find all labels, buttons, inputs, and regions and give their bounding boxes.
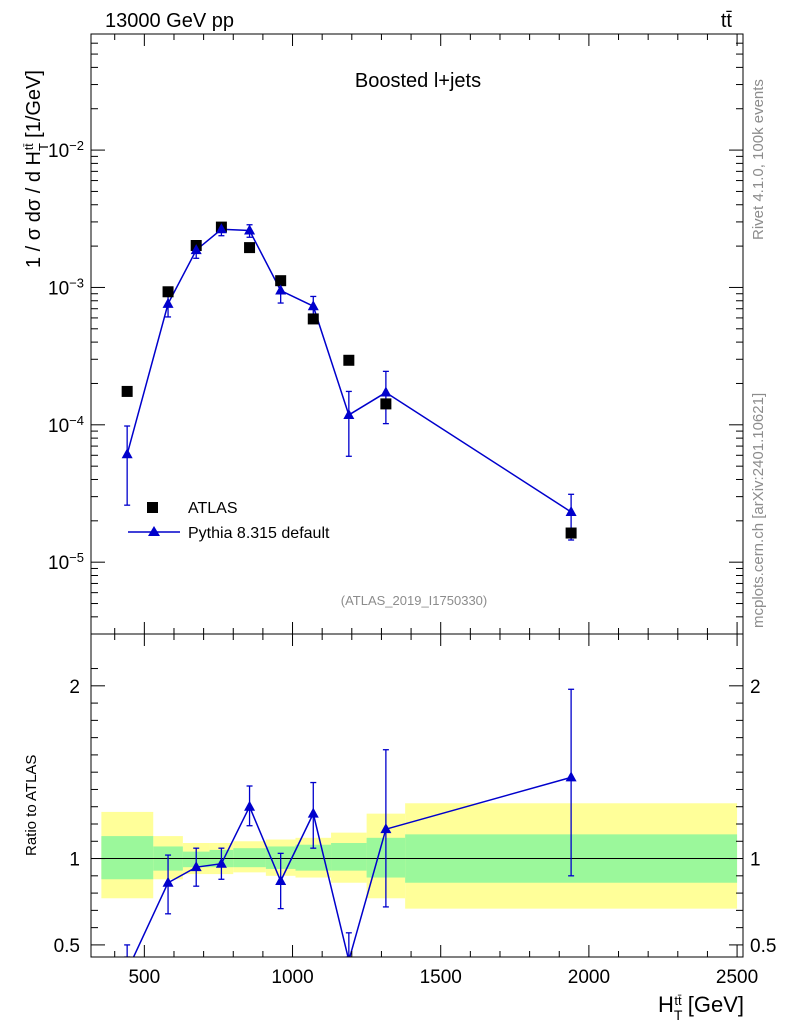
- pythia-point: [190, 244, 202, 255]
- ratio-pythia-line: [132, 776, 572, 957]
- pythia-point: [343, 408, 355, 419]
- axes: 500 1000 1500 2000 2500 10−2 10−3 10−4 10−5 0.5 0.…: [48, 33, 776, 988]
- header-process: tt̄: [721, 10, 733, 32]
- analysis-label: (ATLAS_2019_I1750330): [341, 593, 487, 608]
- x-tick-label: 1000: [271, 967, 313, 988]
- ratio-tick-label-right: 1: [750, 850, 761, 871]
- x-tick-label: 500: [128, 967, 160, 988]
- chart-title: Boosted l+jets: [355, 70, 481, 92]
- atlas-point: [162, 286, 174, 298]
- legend-atlas-marker: [147, 502, 158, 513]
- pythia-point: [162, 297, 174, 308]
- ratio-tick-label-left: 1: [69, 850, 80, 871]
- ratio-band-inner: [331, 843, 367, 871]
- x-axis-label: HTtt̄ [GeV]: [658, 992, 744, 1023]
- atlas-point: [121, 385, 133, 397]
- legend-pythia-label: Pythia 8.315 default: [188, 525, 330, 542]
- ratio-pythia-point: [215, 857, 227, 868]
- header-energy: 13000 GeV pp: [105, 10, 234, 32]
- pythia-point: [215, 223, 227, 234]
- main-y-axis-label: 1 / σ dσ / d HTtt̄ [1/GeV]: [22, 70, 51, 268]
- main-frame: [90, 33, 744, 635]
- legend-atlas-label: ATLAS: [188, 500, 238, 517]
- rivet-label: Rivet 4.1.0, 100k events: [750, 79, 767, 240]
- ratio-tick-label-right: 0.5: [750, 936, 776, 957]
- legend-pythia-marker: [148, 526, 160, 536]
- ratio-band-inner: [233, 848, 266, 868]
- ratio-pythia-point: [162, 876, 174, 887]
- atlas-point: [307, 313, 319, 325]
- y-tick-label: 10−4: [48, 412, 84, 437]
- ratio-band-inner: [295, 844, 332, 871]
- ratio-band-inner: [101, 836, 154, 880]
- ratio-pythia-point: [565, 771, 577, 782]
- atlas-point: [275, 275, 287, 287]
- atlas-point: [343, 354, 355, 366]
- pythia-line: [126, 228, 572, 513]
- atlas-point: [380, 398, 392, 410]
- ratio-pythia-point: [190, 861, 202, 872]
- pythia-point: [244, 224, 256, 235]
- ratio-pythia-point: [307, 807, 319, 818]
- y-tick-label: 10−5: [48, 550, 84, 575]
- atlas-point: [244, 242, 256, 254]
- atlas-point: [565, 527, 577, 539]
- y-tick-label: 10−2: [48, 138, 84, 163]
- ratio-panel: [91, 688, 743, 957]
- legend: ATLAS Pythia 8.315 default: [128, 500, 330, 542]
- ratio-y-axis-label: Ratio to ATLAS: [23, 755, 40, 856]
- x-tick-label: 2500: [716, 967, 758, 988]
- mcplots-label: mcplots.cern.ch [arXiv:2401.10621]: [750, 393, 767, 628]
- ratio-tick-label-left: 0.5: [54, 936, 80, 957]
- ratio-pythia-point: [347, 954, 351, 957]
- ratio-pythia-point: [275, 875, 287, 885]
- pythia-point: [565, 505, 577, 516]
- pythia-point: [307, 300, 319, 311]
- ratio-tick-label-right: 2: [750, 677, 761, 698]
- main-panel: [121, 221, 577, 541]
- x-tick-label: 2000: [568, 967, 610, 988]
- y-tick-label: 10−3: [48, 275, 84, 300]
- pythia-point: [121, 448, 133, 459]
- pythia-point: [275, 284, 287, 295]
- ratio-frame: [90, 633, 744, 958]
- ratio-pythia-point: [380, 823, 392, 834]
- ratio-pythia-point: [244, 800, 256, 811]
- pythia-point: [380, 386, 392, 397]
- ratio-tick-label-left: 2: [69, 677, 80, 698]
- x-tick-label: 1500: [420, 967, 462, 988]
